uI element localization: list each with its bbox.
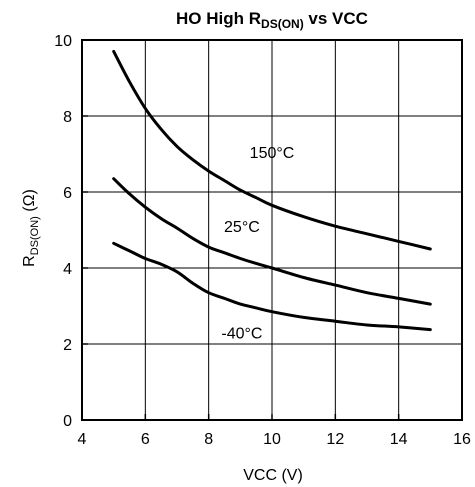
x-tick-label: 12 xyxy=(326,431,344,448)
y-tick-label: 10 xyxy=(54,33,72,50)
plot-frame xyxy=(81,39,463,421)
y-tick-label: 8 xyxy=(63,109,72,126)
series-line xyxy=(112,241,432,332)
curve-labels: 150°C 25°C -40°C xyxy=(221,145,294,342)
series-label: -40°C xyxy=(221,325,262,342)
y-tick-label: 0 xyxy=(63,413,72,430)
curves xyxy=(112,49,432,332)
series-label: 150°C xyxy=(250,145,295,162)
ticks: 4 6 8 10 12 14 16 0 2 4 6 8 10 xyxy=(54,33,471,448)
series-line xyxy=(112,177,432,306)
series-line xyxy=(112,49,432,251)
x-tick-label: 4 xyxy=(78,431,87,448)
y-tick-label: 2 xyxy=(63,337,72,354)
y-tick-label: 4 xyxy=(63,261,72,278)
x-tick-label: 8 xyxy=(204,431,213,448)
x-tick-label: 16 xyxy=(453,431,471,448)
series-label: 25°C xyxy=(224,219,260,236)
x-tick-label: 14 xyxy=(390,431,408,448)
y-tick-label: 6 xyxy=(63,185,72,202)
y-axis-label: RDS(ON) (Ω) xyxy=(21,189,41,267)
grid xyxy=(82,40,462,420)
x-tick-label: 6 xyxy=(141,431,150,448)
x-tick-label: 10 xyxy=(263,431,281,448)
chart-title: HO High RDS(ON) vs VCC xyxy=(176,9,368,31)
x-axis-label: VCC (V) xyxy=(243,467,303,484)
svg-text:RDS(ON) (Ω): RDS(ON) (Ω) xyxy=(21,189,41,267)
